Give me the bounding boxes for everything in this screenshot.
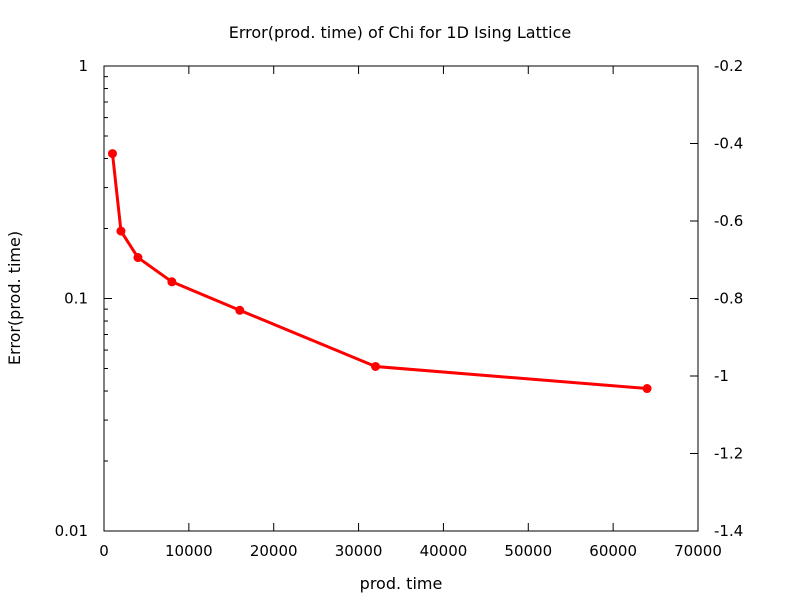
y-tick-label: 1 <box>78 57 88 75</box>
data-point <box>235 305 245 315</box>
y2-ticks: -1.4 -1.2 -1 -0.8 -0.6 -0.4 -0.2 <box>690 57 743 540</box>
data-point <box>116 226 126 236</box>
y2-tick-label: -0.8 <box>714 290 743 308</box>
y-tick-label: 0.01 <box>55 522 88 540</box>
x-tick-label: 20000 <box>250 542 298 560</box>
x-tick-label: 70000 <box>674 542 722 560</box>
y2-tick-label: -0.4 <box>714 135 743 153</box>
series-layer <box>107 149 652 394</box>
x-tick-label: 50000 <box>504 542 552 560</box>
y-tick-label: 0.1 <box>64 290 88 308</box>
data-point <box>107 149 117 159</box>
y2-tick-label: -0.2 <box>714 57 743 75</box>
x-tick-label: 40000 <box>420 542 468 560</box>
data-point <box>642 384 652 394</box>
data-point <box>133 253 143 263</box>
y2-tick-label: -0.6 <box>714 212 743 230</box>
data-point <box>167 277 177 287</box>
y2-tick-label: -1 <box>714 367 729 385</box>
x-tick-label: 60000 <box>589 542 637 560</box>
y2-tick-label: -1.4 <box>714 522 743 540</box>
y-axis-label: Error(prod. time) <box>5 231 24 365</box>
plot-frame <box>103 65 699 532</box>
x-tick-label: 10000 <box>165 542 213 560</box>
y2-tick-label: -1.2 <box>714 445 743 463</box>
data-point <box>371 361 381 371</box>
chart-title: Error(prod. time) of Chi for 1D Ising La… <box>229 23 571 42</box>
x-axis-label: prod. time <box>360 574 443 593</box>
series-line <box>110 152 649 391</box>
x-tick-label: 30000 <box>335 542 383 560</box>
x-tick-label: 0 <box>99 542 109 560</box>
y-ticks: 0.01 0.1 1 <box>55 57 112 540</box>
x-ticks: 0 10000 20000 30000 40000 50000 60000 70000 <box>99 66 722 560</box>
